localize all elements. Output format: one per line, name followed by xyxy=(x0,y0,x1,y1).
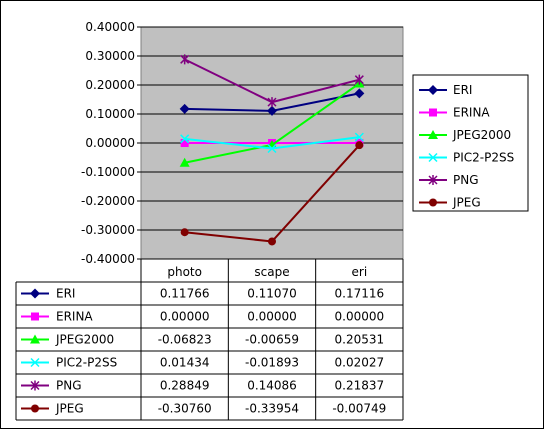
table-row xyxy=(21,380,49,391)
legend-box xyxy=(412,74,529,212)
legend-marker xyxy=(429,198,437,207)
series-pic2-p2ss xyxy=(180,132,364,154)
legend-item xyxy=(419,130,447,139)
data-point xyxy=(267,105,277,116)
table-cell: 0.21837 xyxy=(335,379,385,393)
data-point xyxy=(354,88,365,99)
table-cell: -0.06823 xyxy=(158,333,212,347)
table-cell: 0.00000 xyxy=(247,310,297,324)
legend-marker xyxy=(428,152,438,163)
table-cell: 0.02027 xyxy=(335,356,385,370)
table-cell: 0.00000 xyxy=(335,310,385,324)
data-point xyxy=(355,141,364,150)
table-series-label: JPEG2000 xyxy=(55,333,114,347)
data-point xyxy=(267,97,277,108)
table-legend-marker xyxy=(30,334,40,344)
table-legend-marker xyxy=(31,312,39,321)
data-point xyxy=(267,143,277,154)
series-eri xyxy=(179,88,365,116)
legend-marker xyxy=(429,108,437,117)
legend-item xyxy=(419,152,447,163)
legend-label: ERI xyxy=(453,83,472,97)
table-cell: 0.14086 xyxy=(247,379,297,393)
y-tick-label: 0.30000 xyxy=(85,49,135,63)
series-png xyxy=(180,54,364,108)
data-point xyxy=(180,134,190,144)
y-tick-label: 0.40000 xyxy=(85,20,135,34)
table-row xyxy=(21,312,49,321)
data-point xyxy=(179,157,190,167)
data-point xyxy=(180,54,190,65)
legend-marker xyxy=(428,130,438,139)
y-tick-label: 0.20000 xyxy=(85,78,135,92)
legend-item xyxy=(419,175,447,185)
table-legend-marker xyxy=(30,288,40,299)
data-point xyxy=(180,139,189,147)
data-point xyxy=(180,228,189,237)
legend-item xyxy=(419,198,447,207)
table-cell: 0.11070 xyxy=(247,287,297,301)
table-series-label: JPEG xyxy=(55,402,84,416)
y-tick-label: -0.40000 xyxy=(81,252,135,266)
table-series-label: ERINA xyxy=(56,310,93,324)
legend-item xyxy=(419,108,447,117)
table-cell: -0.33954 xyxy=(245,402,299,416)
table-cell: 0.01434 xyxy=(160,356,210,370)
data-point xyxy=(179,103,190,114)
legend-label: JPEG xyxy=(452,196,481,210)
table-cell: -0.00659 xyxy=(245,333,299,347)
y-tick-label: -0.30000 xyxy=(81,223,135,237)
table-legend-marker xyxy=(30,380,40,391)
data-point xyxy=(354,74,364,85)
table-row xyxy=(21,288,49,299)
legend-marker xyxy=(428,175,438,185)
y-tick-label: -0.10000 xyxy=(81,165,135,179)
table-cell: 0.28849 xyxy=(160,379,210,393)
legend-label: PIC2-P2SS xyxy=(453,151,514,165)
table-row xyxy=(21,334,49,344)
table-row xyxy=(21,357,49,368)
series-jpeg xyxy=(180,141,364,246)
table-cell: -0.00749 xyxy=(332,402,386,416)
table-series-label: PNG xyxy=(56,379,82,393)
legend-label: ERINA xyxy=(453,106,490,120)
table-cell: 0.20531 xyxy=(335,333,385,347)
table-row xyxy=(21,404,49,413)
legend-marker xyxy=(428,85,438,95)
data-point xyxy=(268,237,276,246)
table-series-label: PIC2-P2SS xyxy=(56,356,117,370)
table-series-label: ERI xyxy=(56,287,75,301)
table-cell: -0.30760 xyxy=(158,402,212,416)
table-cell: 0.00000 xyxy=(160,310,210,324)
table-header-cell: eri xyxy=(352,265,368,279)
legend-item xyxy=(419,85,447,95)
table-cell: -0.01893 xyxy=(245,356,299,370)
table-legend-marker xyxy=(30,357,40,368)
table-header-cell: scape xyxy=(254,265,289,279)
data-point xyxy=(354,132,364,142)
y-tick-label: 0.10000 xyxy=(85,107,135,121)
table-cell: 0.11766 xyxy=(160,287,210,301)
legend-label: PNG xyxy=(453,173,479,187)
table-header-cell: photo xyxy=(167,265,202,279)
legend-label: JPEG2000 xyxy=(452,128,511,142)
y-tick-label: 0.00000 xyxy=(85,136,135,150)
table-legend-marker xyxy=(31,404,39,413)
y-tick-label: -0.20000 xyxy=(81,194,135,208)
table-cell: 0.17116 xyxy=(335,287,385,301)
